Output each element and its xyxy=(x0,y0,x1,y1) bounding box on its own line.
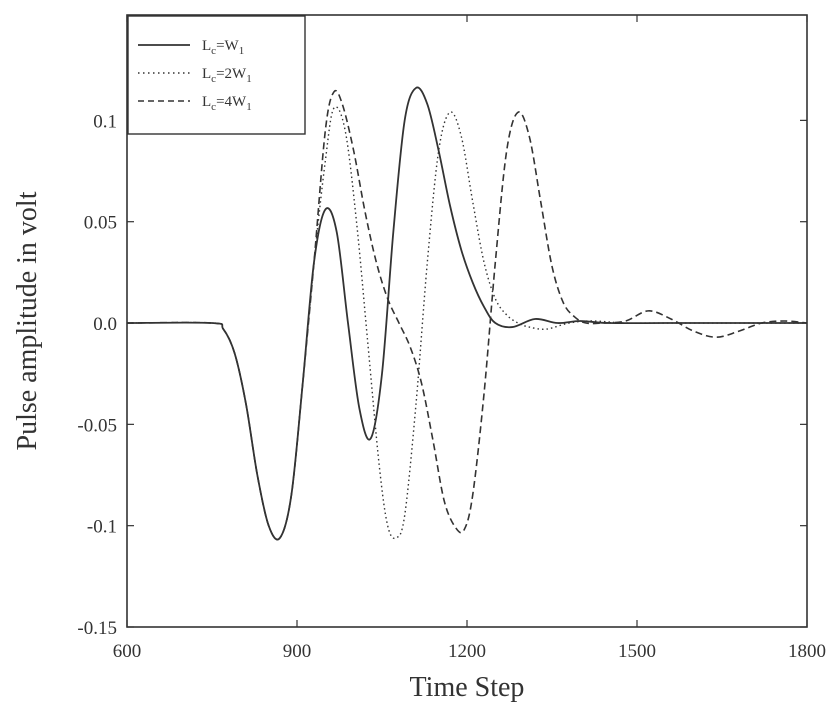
y-axis-title: Pulse amplitude in volt xyxy=(12,191,43,450)
legend-label-2: Lc=4W1 xyxy=(202,94,252,113)
x-tick-label: 900 xyxy=(283,641,312,662)
x-tick-label: 1200 xyxy=(448,641,486,662)
y-tick-label: 0.1 xyxy=(93,111,117,132)
y-tick-label: 0.0 xyxy=(93,314,117,335)
series-line-0 xyxy=(126,86,807,541)
legend-label-1: Lc=2W1 xyxy=(202,66,252,85)
x-axis-ticks: 600 900 1200 1500 1800 xyxy=(113,15,826,662)
y-tick-label: -0.15 xyxy=(77,618,117,639)
y-tick-label: 0.05 xyxy=(84,213,117,234)
series-lines xyxy=(126,86,808,541)
x-tick-label: 600 xyxy=(113,641,142,662)
y-tick-label: -0.05 xyxy=(77,415,117,436)
legend: Lc=W1 Lc=2W1 Lc=4W1 xyxy=(127,15,306,135)
legend-box xyxy=(127,15,306,135)
x-tick-label: 1500 xyxy=(618,641,656,662)
y-tick-label: -0.1 xyxy=(87,517,117,538)
y-axis-ticks: 0.1 0.05 0.0 -0.05 -0.1 -0.15 xyxy=(77,111,807,639)
x-tick-label: 1800 xyxy=(788,641,826,662)
plot-area: 600 900 1200 1500 1800 0.1 0.05 0.0 -0.05 -0.1 -0… xyxy=(77,14,826,662)
series-line-2 xyxy=(126,89,808,541)
legend-label-0: Lc=W1 xyxy=(202,38,244,57)
x-axis-title: Time Step xyxy=(410,672,525,703)
